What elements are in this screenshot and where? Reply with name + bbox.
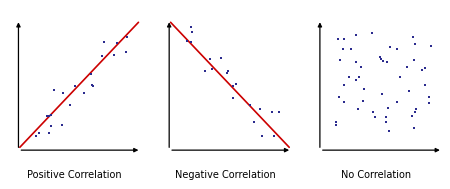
Text: Negative Correlation: Negative Correlation bbox=[175, 170, 275, 180]
Point bbox=[258, 135, 265, 138]
Point bbox=[99, 55, 106, 58]
Point bbox=[406, 90, 413, 93]
Point bbox=[396, 75, 404, 78]
Point bbox=[247, 103, 254, 106]
Point bbox=[345, 76, 352, 79]
Point bbox=[368, 32, 375, 35]
Point bbox=[379, 59, 387, 62]
Point bbox=[111, 53, 118, 56]
Point bbox=[188, 31, 195, 34]
Point bbox=[45, 132, 52, 135]
Point bbox=[59, 91, 67, 94]
Point bbox=[58, 124, 65, 127]
Point bbox=[45, 115, 52, 118]
Point bbox=[88, 73, 95, 76]
Point bbox=[88, 83, 95, 86]
Point bbox=[352, 79, 359, 82]
Point bbox=[114, 42, 121, 45]
Point bbox=[384, 61, 391, 64]
Point bbox=[122, 50, 129, 53]
Point bbox=[66, 104, 73, 107]
Point bbox=[356, 76, 363, 79]
Point bbox=[410, 126, 418, 129]
Point bbox=[404, 66, 411, 69]
Point bbox=[332, 121, 339, 124]
Point bbox=[81, 92, 88, 95]
Point bbox=[188, 26, 195, 29]
Point bbox=[36, 132, 43, 135]
Point bbox=[341, 38, 348, 41]
Point bbox=[354, 107, 361, 110]
Point bbox=[223, 71, 230, 74]
Point bbox=[332, 123, 339, 126]
Point bbox=[32, 135, 39, 138]
Point bbox=[217, 56, 225, 59]
Point bbox=[229, 97, 236, 100]
Point bbox=[256, 108, 263, 111]
Point bbox=[251, 121, 258, 124]
Point bbox=[393, 101, 400, 104]
Point bbox=[410, 58, 417, 61]
Point bbox=[225, 69, 232, 72]
Point bbox=[50, 89, 58, 92]
Point bbox=[334, 38, 342, 41]
Text: Positive Correlation: Positive Correlation bbox=[27, 170, 122, 180]
Point bbox=[394, 47, 401, 50]
Point bbox=[418, 69, 426, 72]
Point bbox=[209, 67, 216, 70]
Point bbox=[269, 110, 276, 113]
Point bbox=[341, 100, 348, 103]
Point bbox=[360, 87, 367, 90]
Point bbox=[207, 57, 214, 60]
Point bbox=[233, 83, 240, 86]
Point bbox=[101, 40, 108, 43]
Point bbox=[357, 65, 364, 68]
Point bbox=[386, 46, 393, 49]
Point bbox=[385, 130, 392, 133]
Point bbox=[48, 113, 55, 116]
Point bbox=[72, 85, 79, 88]
Point bbox=[378, 58, 385, 61]
Point bbox=[421, 84, 428, 87]
Point bbox=[382, 121, 389, 124]
Point bbox=[425, 95, 432, 98]
Point bbox=[352, 34, 359, 37]
Point bbox=[275, 111, 283, 114]
Point bbox=[229, 85, 236, 88]
Point bbox=[124, 36, 131, 39]
Point bbox=[187, 41, 194, 44]
Point bbox=[409, 115, 416, 118]
Point bbox=[411, 42, 418, 45]
Point bbox=[336, 58, 343, 61]
Point bbox=[348, 47, 355, 50]
Point bbox=[410, 36, 417, 39]
Point bbox=[360, 100, 367, 103]
Point bbox=[385, 107, 392, 110]
Point bbox=[382, 115, 389, 118]
Point bbox=[48, 125, 55, 128]
Point bbox=[412, 108, 419, 111]
Point bbox=[201, 70, 208, 73]
Point bbox=[44, 115, 51, 118]
Point bbox=[89, 84, 96, 87]
Point bbox=[271, 135, 278, 138]
Point bbox=[411, 111, 418, 114]
Point bbox=[370, 111, 377, 114]
Point bbox=[371, 116, 378, 119]
Point bbox=[353, 61, 360, 64]
Point bbox=[421, 67, 428, 70]
Point bbox=[377, 55, 384, 58]
Point bbox=[427, 45, 434, 48]
Point bbox=[336, 95, 343, 98]
Point bbox=[426, 101, 433, 105]
Point bbox=[183, 39, 190, 42]
Point bbox=[378, 93, 386, 96]
Point bbox=[339, 47, 346, 50]
Text: No Correlation: No Correlation bbox=[341, 170, 411, 180]
Point bbox=[341, 84, 348, 87]
